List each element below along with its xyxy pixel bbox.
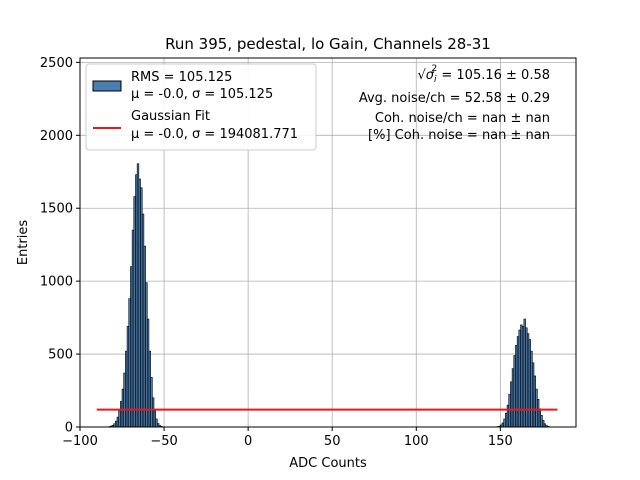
annotation-coh-noise-percent: [%] Coh. noise = nan ± nan bbox=[368, 128, 550, 143]
y-tick-label: 500 bbox=[48, 348, 73, 363]
annotation-avg-noise: Avg. noise/ch = 52.58 ± 0.29 bbox=[359, 91, 550, 106]
annotation-sqrt-sign: √ bbox=[417, 68, 426, 83]
annotation-coh-noise: Coh. noise/ch = nan ± nan bbox=[375, 111, 550, 126]
y-axis-label: Entries bbox=[16, 220, 31, 266]
legend-box bbox=[85, 63, 317, 151]
annotation-sigma-superscript: 2 bbox=[432, 64, 438, 74]
x-axis-ticks: −100 −50 0 50 100 150 bbox=[62, 427, 513, 449]
y-tick-label: 2500 bbox=[40, 56, 73, 71]
annotation-sigma-value: = 105.16 ± 0.58 bbox=[437, 68, 550, 83]
x-tick-label: −100 bbox=[62, 434, 98, 449]
y-tick-label: 1000 bbox=[40, 275, 73, 290]
y-tick-label: 2000 bbox=[40, 129, 73, 144]
x-tick-label: −50 bbox=[150, 434, 177, 449]
x-tick-label: 150 bbox=[488, 434, 513, 449]
y-tick-label: 0 bbox=[65, 421, 73, 436]
legend-histogram-swatch bbox=[92, 80, 122, 92]
legend-histogram-label-line1: RMS = 105.125 bbox=[131, 70, 232, 85]
legend: RMS = 105.125 μ = -0.0, σ = 105.125 Gaus… bbox=[85, 63, 317, 151]
x-axis-label: ADC Counts bbox=[289, 456, 367, 471]
annotation-sigma-symbol: σ bbox=[426, 68, 435, 83]
annotation-sigma-sum: √σi2 = 105.16 ± 0.58 bbox=[417, 64, 550, 85]
chart-title: Run 395, pedestal, lo Gain, Channels 28-… bbox=[165, 35, 491, 53]
plot-frame bbox=[79, 57, 577, 428]
histogram-bars bbox=[108, 163, 550, 428]
x-tick-label: 0 bbox=[244, 434, 252, 449]
legend-fit-label-line2: μ = -0.0, σ = 194081.771 bbox=[131, 127, 298, 142]
y-tick-label: 1500 bbox=[40, 202, 73, 217]
annotation-sigma-subscript: i bbox=[434, 75, 437, 85]
x-tick-label: 100 bbox=[404, 434, 429, 449]
x-tick-label: 50 bbox=[324, 434, 341, 449]
y-axis-ticks: 0 500 1000 1500 2000 2500 bbox=[40, 56, 80, 436]
legend-histogram-label-line2: μ = -0.0, σ = 105.125 bbox=[131, 87, 273, 102]
stats-annotations: √σi2 = 105.16 ± 0.58 Avg. noise/ch = 52.… bbox=[359, 64, 550, 143]
legend-fit-label-line1: Gaussian Fit bbox=[131, 109, 210, 124]
